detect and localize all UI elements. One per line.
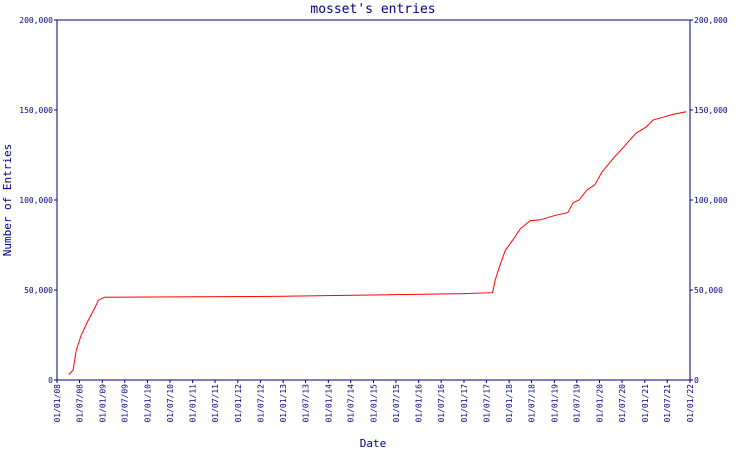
x-tick-label: 01/07/11 <box>211 384 220 423</box>
x-tick-label: 01/07/09 <box>121 384 130 423</box>
y2-tick-label: 0 <box>694 376 699 385</box>
x-tick-label: 01/01/20 <box>596 384 605 423</box>
y-tick-label: 150,000 <box>19 106 53 115</box>
x-tick-label: 01/01/18 <box>505 384 514 423</box>
x-tick-label: 01/07/16 <box>437 384 446 423</box>
y-tick-label: 0 <box>48 376 53 385</box>
x-tick-label: 01/01/12 <box>234 384 243 423</box>
x-tick-label: 01/07/15 <box>392 384 401 423</box>
y-tick-label: 50,000 <box>24 286 53 295</box>
data-line <box>68 111 687 375</box>
y2-tick-label: 200,000 <box>694 16 728 25</box>
x-tick-label: 01/07/14 <box>347 384 356 423</box>
y2-tick-label: 100,000 <box>694 196 728 205</box>
y-axis-label: Number of Entries <box>1 144 14 257</box>
y-tick-label: 100,000 <box>19 196 53 205</box>
x-tick-label: 01/01/14 <box>324 384 333 423</box>
x-tick-label: 01/07/18 <box>528 384 537 423</box>
x-tick-label: 01/01/15 <box>370 384 379 423</box>
x-tick-label: 01/01/10 <box>143 384 152 423</box>
y-tick-label: 200,000 <box>19 16 53 25</box>
y2-tick-label: 150,000 <box>694 106 728 115</box>
x-tick-label: 01/07/17 <box>482 384 491 423</box>
x-tick-label: 01/07/12 <box>256 384 265 423</box>
x-tick-label: 01/01/17 <box>460 384 469 423</box>
x-tick-label: 01/01/22 <box>686 384 695 423</box>
x-tick-label: 01/07/08 <box>76 384 85 423</box>
x-tick-label: 01/07/10 <box>166 384 175 423</box>
x-tick-label: 01/01/21 <box>641 384 650 423</box>
x-tick-label: 01/01/16 <box>415 384 424 423</box>
x-axis-label: Date <box>360 437 387 450</box>
x-tick-label: 01/07/13 <box>302 384 311 423</box>
x-tick-label: 01/01/11 <box>189 384 198 423</box>
y2-tick-label: 50,000 <box>694 286 723 295</box>
x-tick-label: 01/07/21 <box>663 384 672 423</box>
x-tick-label: 01/07/20 <box>618 384 627 423</box>
x-tick-label: 01/01/09 <box>98 384 107 423</box>
plot-frame <box>56 19 691 381</box>
x-tick-label: 01/07/19 <box>573 384 582 423</box>
x-tick-label: 01/01/13 <box>279 384 288 423</box>
chart-title: mosset's entries <box>310 2 435 17</box>
x-tick-label: 01/01/19 <box>550 384 559 423</box>
x-tick-label: 01/01/08 <box>53 384 62 423</box>
